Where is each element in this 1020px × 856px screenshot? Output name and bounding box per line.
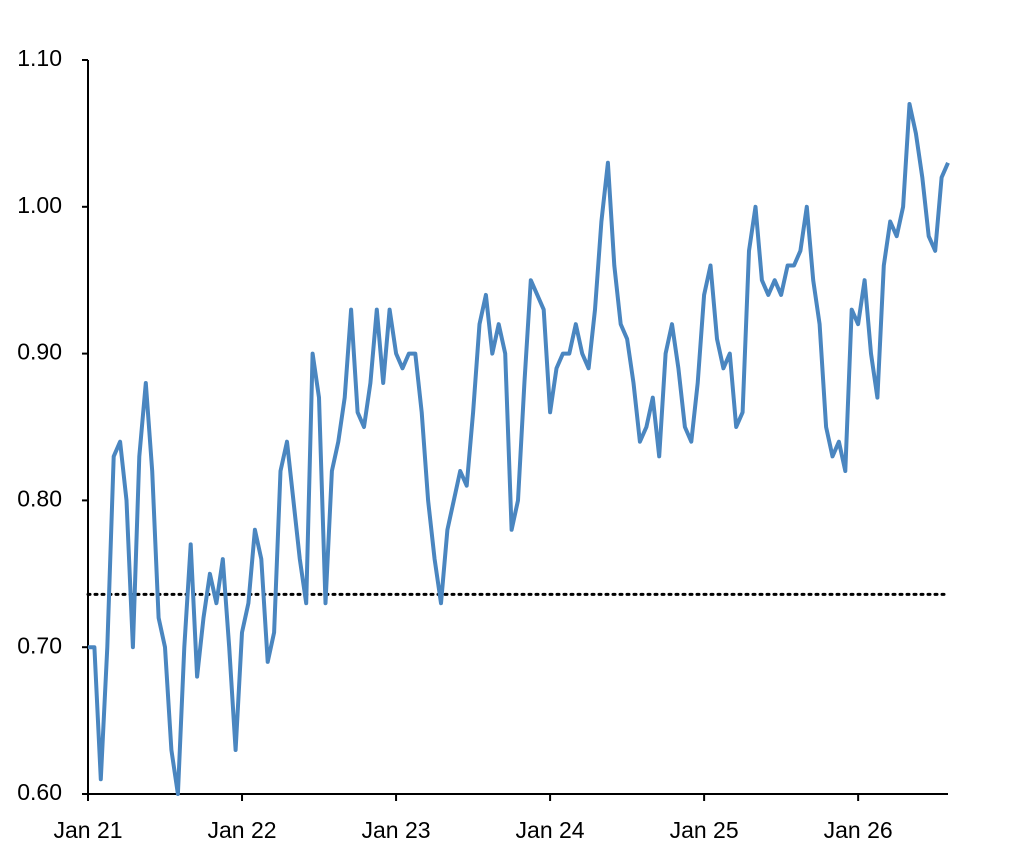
x-tick-label: Jan 22 (207, 817, 276, 843)
y-tick-label: 1.10 (17, 45, 62, 71)
x-tick-label: Jan 23 (362, 817, 431, 843)
data-line (88, 102, 950, 796)
x-tick-label: Jan 24 (516, 817, 585, 843)
x-tick-label: Jan 26 (824, 817, 893, 843)
y-tick-label: 0.80 (17, 485, 62, 511)
y-tick-label: 0.70 (17, 632, 62, 658)
y-tick-label: 1.00 (17, 192, 62, 218)
y-tick-label: 0.90 (17, 339, 62, 365)
y-tick-label: 0.60 (17, 779, 62, 805)
x-tick-label: Jan 25 (670, 817, 739, 843)
x-tick-label: Jan 21 (53, 817, 122, 843)
